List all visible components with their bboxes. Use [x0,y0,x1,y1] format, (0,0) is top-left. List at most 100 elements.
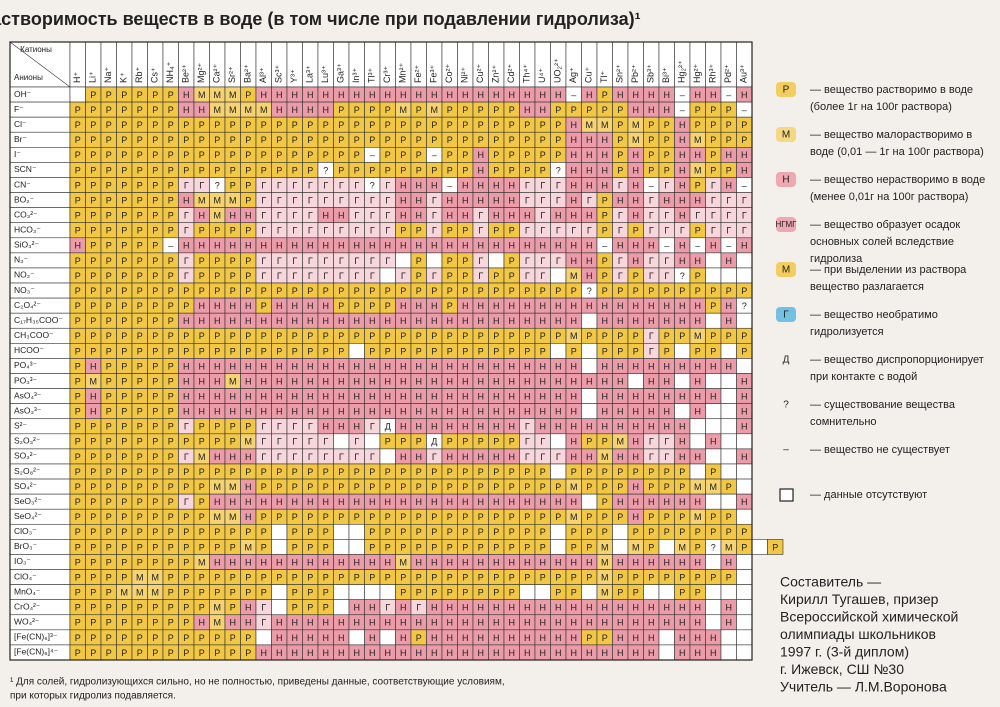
legend-text: — вещество не существует [810,444,950,456]
cell-value: Н [617,603,624,613]
cell-value: Р [106,407,112,417]
legend-text: основных солей вследствие [810,236,954,248]
cation-label: Al³⁺ [258,67,268,83]
cell-value: Р [90,346,96,356]
cell-value: Р [416,135,422,145]
cell-value: Р [385,572,391,582]
cell-value: Р [245,331,251,341]
cell-value: Г [432,195,437,205]
cell-value: Н [214,497,221,507]
cell-value: Н [540,603,547,613]
cell-value: Р [664,286,670,296]
cell-value: М [260,105,268,115]
cell-value: Р [524,150,530,160]
cell-value: Р [199,633,205,643]
cell-value: Р [276,512,282,522]
cell-value: Н [292,376,299,386]
cell-value: Н [571,633,578,643]
cell-value: Н [509,195,516,205]
cell-value: Г [401,271,406,281]
cell-value: Н [679,422,686,432]
anion-label: ClO₃⁻ [14,526,37,536]
cell-value: Н [586,271,593,281]
cell-value: – [680,90,685,100]
cell-value: Р [75,195,81,205]
cell-value: Н [245,241,252,251]
cell-value: Н [679,135,686,145]
cell-value: Р [462,150,468,160]
cell-value: Р [75,286,81,296]
cell-value: Н [447,391,454,401]
cell-value: Р [509,271,515,281]
cell-value: Г [184,211,189,221]
cell [720,373,737,389]
cation-label: Bi³⁺ [661,67,671,83]
cell-value: Р [183,588,189,598]
cell-value: Р [168,407,174,417]
cell-value: Р [121,211,127,221]
cell-value: Р [416,346,422,356]
cell-value: Р [75,497,81,507]
cell-value: М [214,90,222,100]
cell-value: Р [199,331,205,341]
cell-value: Н [400,241,407,251]
cell-value: Н [648,376,655,386]
cell-value: Р [168,557,174,567]
cell-value: Р [540,165,546,175]
cell [550,343,567,359]
cell-value: Р [152,633,158,643]
cell-value: Н [524,211,531,221]
legend-symbol: М [782,130,790,141]
cell-value: Н [307,241,314,251]
cell-value: Р [276,165,282,175]
cell-value: Р [90,452,96,462]
legend-text: сомнительно [810,416,877,428]
cell-value: Н [664,90,671,100]
cell [720,463,737,480]
cell-value: Д [385,422,391,432]
cell-value: Н [199,361,206,371]
cell-value: Н [400,90,407,100]
cell-value: Г [385,603,390,613]
cell-value: Р [664,527,670,537]
cell-value: Н [726,557,733,567]
cell-value: Р [183,286,189,296]
cell-value: Н [602,407,609,417]
cell-value: – [726,241,731,251]
cell-value: М [601,542,609,552]
cation-label: Tl³⁺ [367,68,377,83]
anion-label: I⁻ [14,149,21,159]
legend-text: — вещество нерастворимо в воде [810,174,985,186]
cell-value: Р [261,467,267,477]
cell-value: Н [571,241,578,251]
cell-value: Р [695,346,701,356]
cell-value: Р [276,572,282,582]
cell-value: Н [679,361,686,371]
cation-label: U⁴⁺ [537,68,547,83]
cell [550,267,567,284]
cell-value: Н [493,452,500,462]
cell-value: Н [338,407,345,417]
cell-value: Н [555,316,562,326]
anion-label: HCOO⁻ [14,345,45,355]
cell-value: Н [695,633,702,643]
cell-value: Н [633,195,640,205]
cell-value: Г [184,256,189,266]
cell-value: Р [152,150,158,160]
cell-value: Р [617,150,623,160]
cell [736,614,753,631]
cell-value: Р [664,572,670,582]
cell-value: Н [710,648,717,658]
cell-value: Р [695,180,701,190]
cell-value: М [245,437,253,447]
cell-value: Н [648,90,655,100]
cell-value: Р [137,618,143,628]
cell-value: Р [710,512,716,522]
cell-value: Р [90,422,96,432]
cell-value: Р [90,527,96,537]
cell [379,267,396,284]
cell-value: Н [695,452,702,462]
cell-value: Р [106,633,112,643]
cell-value: М [694,482,702,492]
cell-value: Р [540,331,546,341]
